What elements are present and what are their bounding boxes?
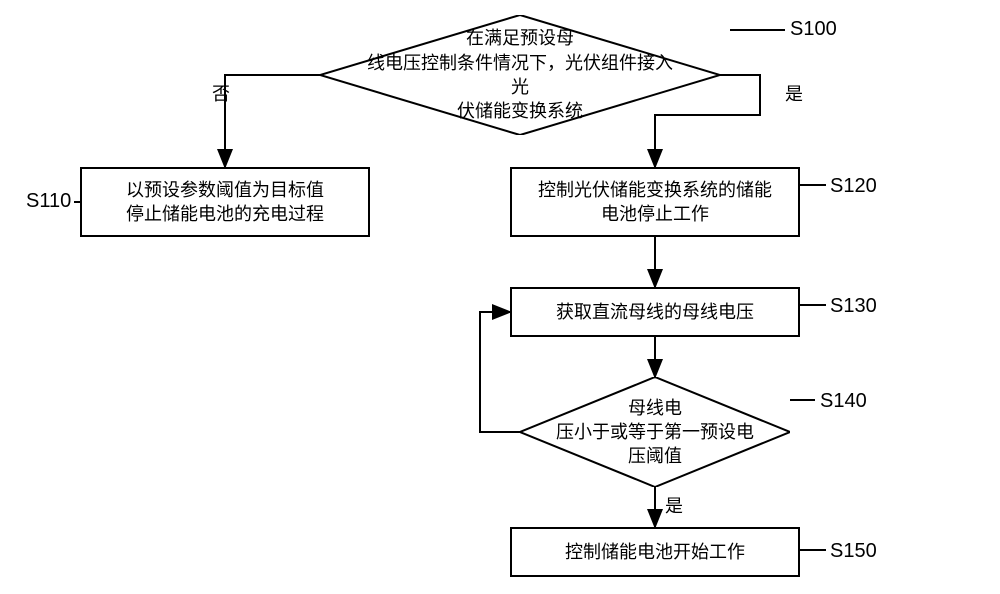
step-label-s140: S140 <box>820 390 867 413</box>
process-s110: 以预设参数阈值为目标值停止储能电池的充电过程 <box>80 167 370 237</box>
process-s150-text: 控制储能电池开始工作 <box>565 540 745 564</box>
decision-s100-text: 在满足预设母线电压控制条件情况下，光伏组件接入光伏储能变换系统 <box>320 15 720 135</box>
decision-s100: 在满足预设母线电压控制条件情况下，光伏组件接入光伏储能变换系统 <box>320 15 720 135</box>
step-label-s150: S150 <box>830 540 877 563</box>
process-s110-text: 以预设参数阈值为目标值停止储能电池的充电过程 <box>126 178 324 227</box>
process-s120-text: 控制光伏储能变换系统的储能电池停止工作 <box>538 178 772 227</box>
edge-label-no: 否 <box>212 80 230 106</box>
edge-label-yes1: 是 <box>785 80 803 106</box>
step-label-s130: S130 <box>830 295 877 318</box>
edge-label-yes2: 是 <box>665 492 683 518</box>
process-s150: 控制储能电池开始工作 <box>510 527 800 577</box>
step-label-s100: S100 <box>790 18 837 41</box>
process-s120: 控制光伏储能变换系统的储能电池停止工作 <box>510 167 800 237</box>
process-s130-text: 获取直流母线的母线电压 <box>556 300 754 324</box>
step-label-s110: S110 <box>26 190 71 213</box>
decision-s140-text: 母线电压小于或等于第一预设电压阈值 <box>520 377 790 487</box>
decision-s140: 母线电压小于或等于第一预设电压阈值 <box>520 377 790 487</box>
process-s130: 获取直流母线的母线电压 <box>510 287 800 337</box>
step-label-s120: S120 <box>830 175 877 198</box>
